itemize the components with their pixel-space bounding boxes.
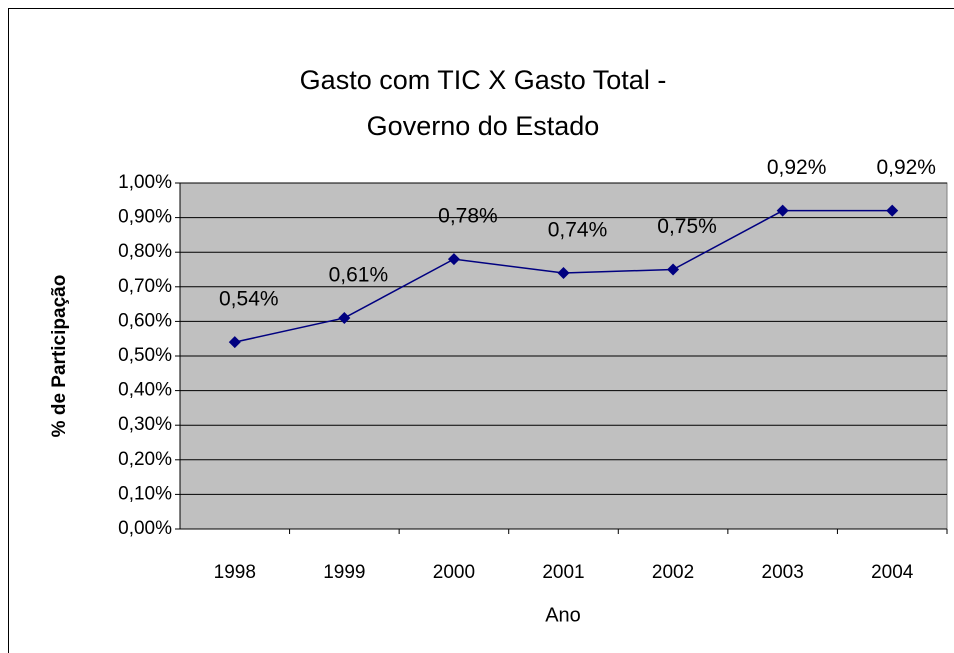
data-point: [667, 263, 680, 276]
y-tick-label: 0,30%: [118, 414, 172, 435]
y-tick-label: 0,60%: [118, 310, 172, 331]
data-label: 0,92%: [876, 156, 936, 179]
y-tick-label: 0,50%: [118, 345, 172, 366]
y-tick-label: 0,70%: [118, 276, 172, 297]
data-point: [776, 204, 789, 217]
x-axis-title: Ano: [545, 604, 581, 626]
data-point: [447, 253, 460, 266]
x-tick-label: 1999: [323, 562, 365, 583]
x-tick-label: 1998: [214, 562, 256, 583]
x-tick-label: 2002: [652, 562, 694, 583]
y-tick-label: 0,90%: [118, 207, 172, 228]
data-point: [338, 311, 351, 324]
x-tick-label: 2003: [762, 562, 804, 583]
y-tick-label: 0,20%: [118, 449, 172, 470]
y-tick-label: 0,10%: [118, 483, 172, 504]
data-label: 0,92%: [767, 156, 827, 179]
chart-title: Governo do Estado: [367, 111, 600, 141]
x-tick-label: 2001: [542, 562, 584, 583]
y-tick-label: 0,40%: [118, 380, 172, 401]
data-label: 0,75%: [657, 215, 717, 238]
y-tick-label: 1,00%: [118, 172, 172, 193]
data-label: 0,78%: [438, 205, 498, 228]
data-point: [886, 204, 899, 217]
x-tick-label: 2004: [871, 562, 914, 583]
y-axis-title: % de Participação: [49, 275, 70, 438]
data-label: 0,74%: [548, 219, 608, 242]
data-point: [228, 336, 241, 349]
data-label: 0,54%: [219, 288, 279, 311]
x-tick-label: 2000: [433, 562, 475, 583]
y-tick-label: 0,00%: [118, 518, 172, 539]
data-label: 0,61%: [329, 263, 389, 286]
chart-title: Gasto com TIC X Gasto Total -: [300, 65, 667, 95]
y-tick-label: 0,80%: [118, 241, 172, 262]
data-point: [557, 266, 570, 279]
